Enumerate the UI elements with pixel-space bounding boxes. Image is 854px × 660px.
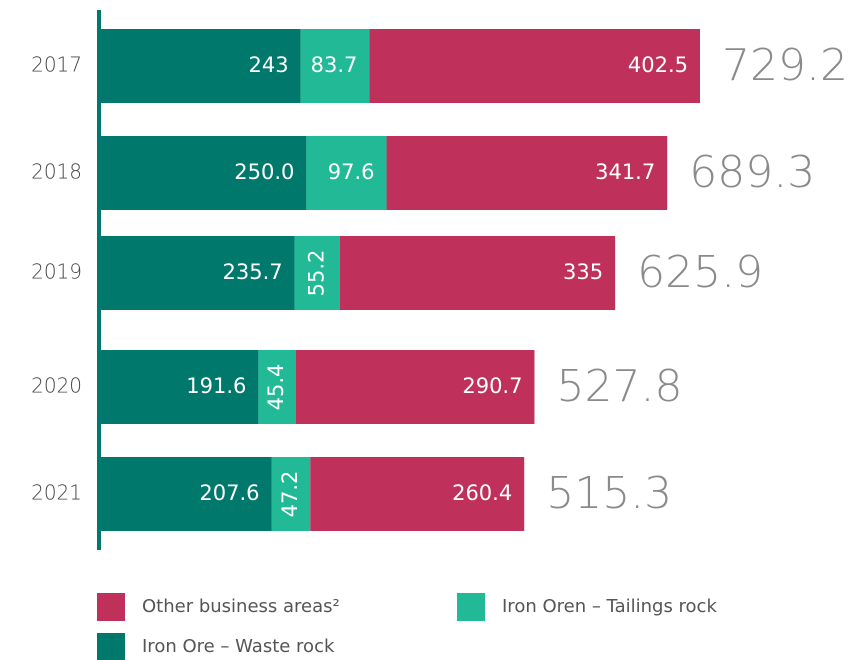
total-label: 625.9 bbox=[637, 247, 763, 298]
value-label: 83.7 bbox=[311, 53, 358, 77]
bar-segment bbox=[101, 350, 259, 424]
value-label: 47.2 bbox=[278, 471, 302, 518]
total-label: 689.3 bbox=[689, 147, 815, 198]
value-label: 243 bbox=[249, 53, 289, 77]
bar-segment bbox=[101, 236, 295, 310]
y-tick-label: 2021 bbox=[31, 481, 82, 505]
legend-swatch bbox=[97, 633, 125, 660]
y-tick-label: 2018 bbox=[31, 160, 82, 184]
value-label: 207.6 bbox=[199, 481, 259, 505]
bar-segment bbox=[295, 350, 535, 424]
value-label: 402.5 bbox=[628, 53, 688, 77]
legend-label: Iron Ore – Waste rock bbox=[142, 636, 335, 657]
bar-segment bbox=[386, 136, 668, 210]
bar-segment bbox=[258, 350, 296, 424]
bar-segment bbox=[339, 236, 616, 310]
bar-segment bbox=[306, 136, 387, 210]
y-tick-label: 2017 bbox=[31, 53, 82, 77]
bar-segment bbox=[369, 29, 700, 103]
total-label: 527.8 bbox=[556, 361, 682, 412]
legend-label: Iron Oren – Tailings rock bbox=[502, 596, 717, 617]
bar-segment bbox=[294, 236, 340, 310]
bar-segment bbox=[300, 29, 370, 103]
value-label: 290.7 bbox=[462, 374, 522, 398]
value-label: 260.4 bbox=[452, 481, 512, 505]
bar-segment bbox=[101, 29, 301, 103]
legend-swatch bbox=[457, 593, 485, 621]
value-label: 55.2 bbox=[304, 250, 328, 297]
bar-segment bbox=[101, 136, 307, 210]
value-label: 335 bbox=[563, 260, 603, 284]
y-tick-label: 2020 bbox=[31, 374, 82, 398]
bar-segment bbox=[310, 457, 525, 531]
value-label: 97.6 bbox=[328, 160, 375, 184]
total-label: 515.3 bbox=[546, 468, 672, 519]
bar-segment bbox=[271, 457, 311, 531]
legend-label: Other business areas² bbox=[142, 596, 340, 617]
value-label: 235.7 bbox=[222, 260, 282, 284]
total-label: 729.2 bbox=[722, 40, 848, 91]
value-label: 191.6 bbox=[186, 374, 246, 398]
legend-swatch bbox=[97, 593, 125, 621]
y-tick-label: 2019 bbox=[31, 260, 82, 284]
value-label: 341.7 bbox=[595, 160, 655, 184]
value-label: 250.0 bbox=[234, 160, 294, 184]
value-label: 45.4 bbox=[264, 364, 288, 411]
bar-segment bbox=[101, 457, 272, 531]
